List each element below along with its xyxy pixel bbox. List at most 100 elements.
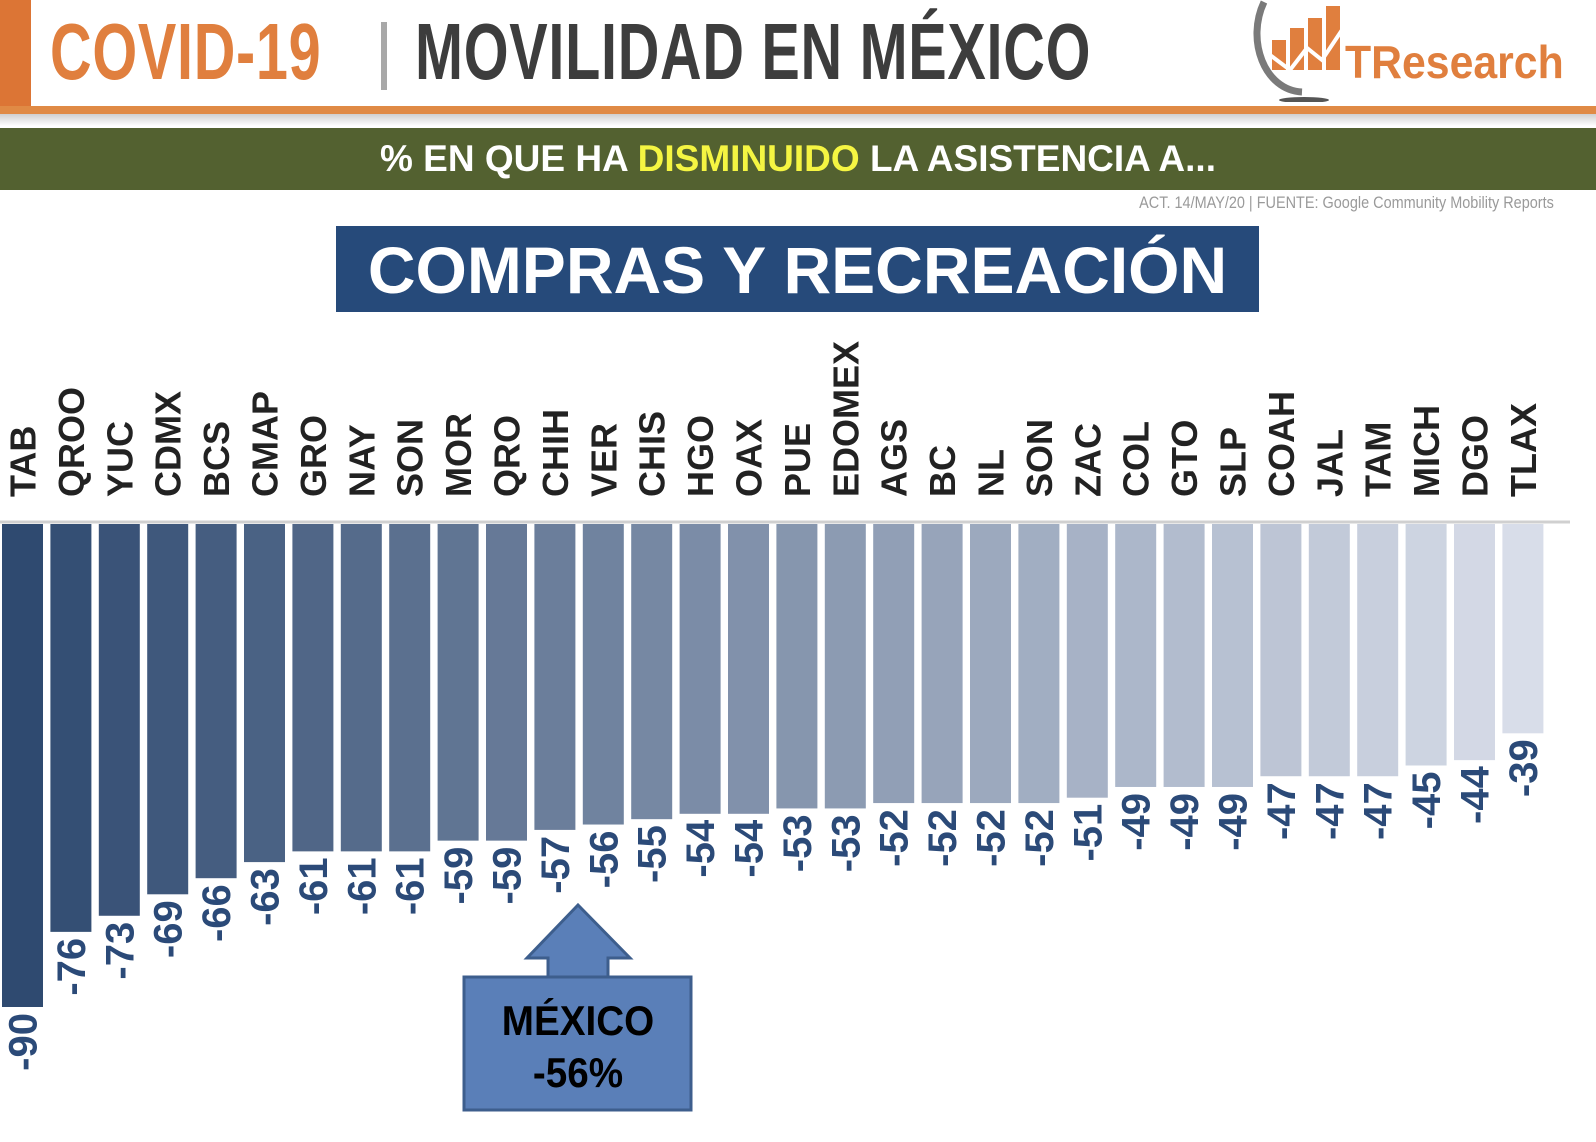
value-label: -69 (147, 900, 191, 958)
category-label: SLP (1213, 427, 1254, 497)
mexico-callout: MÉXICO -56% (473, 995, 683, 1099)
value-label: -49 (1212, 793, 1256, 851)
bar-tam (1357, 524, 1399, 777)
header-shadow (0, 114, 1596, 126)
bar-col (1115, 524, 1157, 787)
value-label: -52 (921, 809, 965, 867)
category-label: VER (583, 423, 624, 497)
banner-suffix: LA ASISTENCIA A... (859, 138, 1216, 179)
callout-label: MÉXICO (501, 997, 655, 1044)
title-covid: COVID-19 (50, 7, 322, 96)
value-label: -53 (824, 814, 868, 872)
category-label: CHIH (535, 409, 576, 497)
value-label: -57 (534, 836, 578, 894)
bar-chih (534, 524, 576, 830)
bar-son (389, 524, 431, 852)
bar-son (1018, 524, 1060, 804)
bar-mich (1405, 524, 1447, 766)
header-accent-bar (0, 0, 31, 110)
category-label: AGS (874, 419, 915, 497)
category-label: GRO (293, 415, 334, 497)
bar-cmap (244, 524, 285, 863)
value-label: -59 (437, 847, 481, 905)
value-label: -52 (873, 809, 917, 867)
bar-tlax (1502, 524, 1544, 734)
value-label: -63 (244, 868, 288, 926)
category-label: EDOMEX (825, 341, 866, 497)
source-note: ACT. 14/MAY/20 | FUENTE: Google Communit… (1139, 193, 1554, 212)
callout-arrow (523, 902, 634, 980)
category-label: HGO (680, 415, 721, 497)
category-label: CHIS (632, 411, 673, 497)
bar-oax (728, 524, 769, 814)
category-label: DGO (1455, 415, 1496, 497)
category-label: OAX (729, 419, 770, 497)
title-separator (381, 22, 387, 90)
bar-edomex (824, 524, 866, 809)
bar-gro (292, 524, 334, 852)
value-label: -52 (970, 809, 1014, 867)
tresearch-logo: TResearch (1253, 0, 1564, 102)
logo-text: TResearch (1345, 38, 1564, 89)
category-label: CMAP (245, 391, 286, 497)
bar-gto (1163, 524, 1205, 787)
value-label: -53 (776, 814, 820, 872)
value-label: -90 (2, 1013, 46, 1071)
bar-dgo (1454, 524, 1495, 761)
callout-value: -56% (532, 1049, 624, 1096)
category-label: MOR (438, 413, 479, 497)
title-movilidad: MOVILIDAD EN MÉXICO (415, 7, 1092, 96)
bar-coah (1260, 524, 1302, 777)
bar-ags (873, 524, 915, 804)
category-label: CDMX (148, 391, 189, 497)
category-label: PUE (777, 423, 818, 497)
bar-pue (776, 524, 818, 809)
bar-zac (1066, 524, 1108, 798)
category-label: YUC (99, 421, 140, 497)
category-label: NAY (341, 424, 382, 497)
category-label: BC (922, 445, 963, 497)
value-label: -66 (195, 884, 239, 942)
value-label: -73 (98, 922, 142, 980)
category-label: NL (971, 449, 1012, 497)
bar-cdmx (147, 524, 189, 895)
category-label: MICH (1406, 405, 1447, 497)
bar-bc (921, 524, 963, 804)
category-label: JAL (1309, 429, 1350, 497)
value-label: -49 (1163, 793, 1207, 851)
value-label: -54 (728, 819, 772, 878)
category-label: TAB (3, 426, 44, 497)
value-label: -47 (1260, 782, 1304, 840)
value-label: -51 (1066, 804, 1110, 862)
value-label: -61 (389, 857, 433, 915)
category-label: ZAC (1067, 423, 1108, 497)
value-label: -47 (1357, 782, 1401, 840)
value-label: -44 (1454, 765, 1498, 824)
category-label: SON (390, 419, 431, 497)
category-label: QRO (487, 415, 528, 497)
banner-highlight: DISMINUIDO (637, 138, 860, 179)
category-label: COAH (1261, 391, 1302, 497)
subtitle-banner: % EN QUE HA DISMINUIDO LA ASISTENCIA A..… (0, 128, 1596, 190)
category-label: GTO (1164, 420, 1205, 497)
bar-mor (437, 524, 479, 841)
bar-yuc (98, 524, 140, 916)
value-label: -61 (340, 857, 384, 915)
value-label: -52 (1018, 809, 1062, 867)
category-label: BCS (196, 421, 237, 497)
category-label: SON (1019, 419, 1060, 497)
value-label: -61 (292, 857, 336, 915)
category-label: TAM (1358, 422, 1399, 497)
value-label: -54 (679, 819, 723, 878)
bar-jal (1308, 524, 1350, 777)
bar-hgo (679, 524, 721, 814)
bar-nl (970, 524, 1011, 804)
bar-bcs (195, 524, 237, 879)
bar-chis (631, 524, 673, 820)
value-label: -56 (582, 831, 626, 889)
banner-prefix: % EN QUE HA (380, 138, 638, 179)
bar-slp (1212, 524, 1253, 787)
bar-qro (486, 524, 527, 841)
value-label: -47 (1308, 782, 1352, 840)
